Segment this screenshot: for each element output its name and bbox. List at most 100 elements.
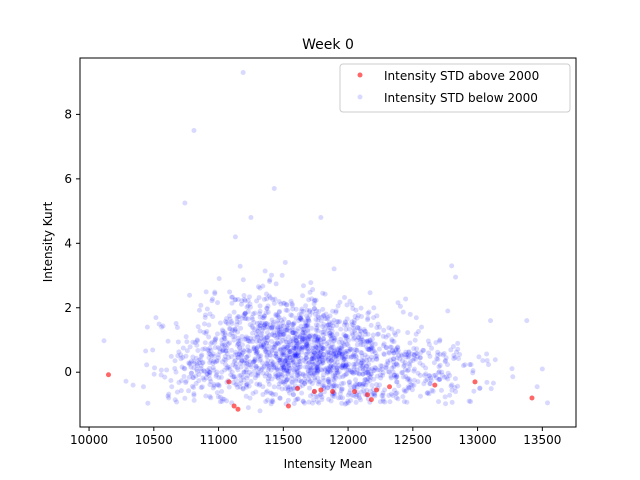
data-point-below: [277, 357, 283, 363]
data-point-below: [271, 344, 277, 350]
y-tick-label: 6: [64, 172, 72, 186]
data-point-below: [354, 315, 360, 321]
data-point-below: [256, 382, 262, 388]
data-point-below: [302, 376, 308, 382]
data-point-below: [410, 357, 416, 363]
data-point-below: [291, 345, 297, 351]
data-point-below: [305, 360, 311, 366]
data-point-below: [443, 355, 449, 361]
data-point-below: [309, 296, 315, 302]
data-point-below: [351, 317, 357, 323]
data-point-below: [303, 313, 309, 319]
data-point-above: [368, 397, 374, 403]
data-point-below: [238, 372, 244, 378]
data-point-below: [254, 328, 260, 334]
data-point-below: [451, 353, 457, 359]
data-point-below: [330, 351, 336, 357]
data-point-below: [342, 294, 348, 300]
data-point-below: [333, 375, 339, 381]
data-point-below: [264, 354, 270, 360]
data-point-below: [392, 372, 398, 378]
data-point-below: [270, 392, 276, 398]
data-point-below: [320, 358, 326, 364]
data-point-below: [371, 348, 377, 354]
data-point-below: [253, 365, 259, 371]
data-point-below: [391, 362, 397, 368]
data-point-below: [266, 343, 272, 349]
data-point-below: [209, 353, 215, 359]
data-point-below: [380, 398, 386, 404]
data-point-below: [242, 311, 248, 317]
axes-frame: [79, 57, 577, 428]
data-point-below: [233, 297, 239, 303]
data-point-below: [244, 354, 250, 360]
data-point-below: [269, 332, 275, 338]
data-point-below: [188, 364, 194, 370]
data-point-below: [283, 379, 289, 385]
data-point-below: [470, 368, 476, 374]
data-point-below: [206, 369, 212, 375]
data-point-below: [275, 324, 281, 330]
data-point-below: [258, 332, 264, 338]
data-point-below: [406, 353, 412, 359]
data-point-below: [168, 377, 174, 383]
data-point-below: [415, 353, 421, 359]
data-point-below: [312, 367, 318, 373]
data-point-below: [453, 389, 459, 395]
data-point-below: [455, 340, 461, 346]
data-point-below: [370, 345, 376, 351]
data-point-below: [246, 338, 252, 344]
data-point-below: [183, 334, 189, 340]
data-point-below: [425, 390, 431, 396]
data-point-below: [403, 354, 409, 360]
data-point-below: [290, 330, 296, 336]
data-point-below: [298, 364, 304, 370]
data-point-below: [359, 353, 365, 359]
data-point-below: [421, 381, 427, 387]
data-point-below: [380, 343, 386, 349]
data-point-below: [274, 312, 280, 318]
data-point-below: [337, 348, 343, 354]
data-point-below: [202, 368, 208, 374]
data-point-below: [358, 360, 364, 366]
data-point-below: [260, 283, 266, 289]
data-point-below: [250, 311, 256, 317]
data-point-below: [365, 379, 371, 385]
data-point-below: [297, 361, 303, 367]
data-point-below: [319, 355, 325, 361]
data-point-below: [306, 333, 312, 339]
data-point-below: [264, 361, 270, 367]
data-point-below: [252, 356, 258, 362]
data-point-below: [191, 365, 197, 371]
data-point-below: [432, 372, 438, 378]
data-point-below: [273, 350, 279, 356]
data-point-below: [439, 369, 445, 375]
data-point-below: [230, 380, 236, 386]
data-point-below: [151, 371, 157, 377]
data-point-below: [264, 352, 270, 358]
data-point-above: [432, 382, 438, 388]
data-point-below: [305, 315, 311, 321]
data-point-below: [346, 326, 352, 332]
data-point-below: [287, 352, 293, 358]
data-point-below: [395, 396, 401, 402]
data-point-below: [207, 394, 213, 400]
data-point-below: [331, 394, 337, 400]
data-point-below: [354, 347, 360, 353]
data-point-below: [341, 372, 347, 378]
data-point-below: [290, 385, 296, 391]
data-point-below: [245, 347, 251, 353]
data-point-below: [262, 349, 268, 355]
data-point-below: [296, 357, 302, 363]
data-point-below: [200, 360, 206, 366]
data-point-below: [393, 346, 399, 352]
data-point-below: [307, 289, 313, 295]
data-point-below: [291, 320, 297, 326]
data-point-below: [200, 346, 206, 352]
data-point-below: [342, 333, 348, 339]
data-point-below: [306, 333, 312, 339]
data-point-below: [406, 349, 412, 355]
data-point-below: [331, 351, 337, 357]
data-point-below: [256, 284, 262, 290]
data-point-below: [329, 367, 335, 373]
